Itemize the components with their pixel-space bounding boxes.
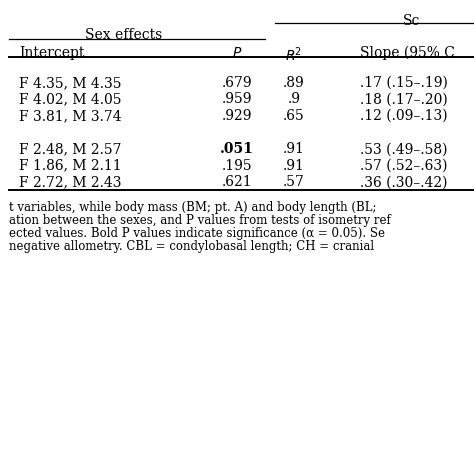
Text: F 4.35, M 4.35: F 4.35, M 4.35 — [19, 76, 121, 90]
Text: $\it{R}$$^2$: $\it{R}$$^2$ — [285, 46, 302, 64]
Text: F 1.86, M 2.11: F 1.86, M 2.11 — [19, 159, 122, 173]
Text: ected values. Bold P values indicate significance (α = 0.05). Se: ected values. Bold P values indicate sig… — [9, 227, 385, 240]
Text: negative allometry. CBL = condylobasal length; CH = cranial: negative allometry. CBL = condylobasal l… — [9, 240, 374, 253]
Text: .65: .65 — [283, 109, 305, 123]
Text: F 3.81, M 3.74: F 3.81, M 3.74 — [19, 109, 122, 123]
Text: .929: .929 — [222, 109, 252, 123]
Text: .53 (.49–.58): .53 (.49–.58) — [360, 142, 448, 156]
Text: .18 (.17–.20): .18 (.17–.20) — [360, 92, 448, 107]
Text: .36 (.30–.42): .36 (.30–.42) — [360, 175, 448, 190]
Text: F 2.48, M 2.57: F 2.48, M 2.57 — [19, 142, 121, 156]
Text: .17 (.15–.19): .17 (.15–.19) — [360, 76, 448, 90]
Text: t variables, while body mass (BM; pt. A) and body length (BL;: t variables, while body mass (BM; pt. A)… — [9, 201, 377, 214]
Text: Sex effects: Sex effects — [85, 28, 163, 43]
Text: Sc: Sc — [403, 14, 420, 28]
Text: .195: .195 — [222, 159, 252, 173]
Text: .9: .9 — [287, 92, 301, 107]
Text: .679: .679 — [222, 76, 252, 90]
Text: .051: .051 — [220, 142, 254, 156]
Text: $\it{P}$: $\it{P}$ — [232, 46, 242, 60]
Text: .89: .89 — [283, 76, 305, 90]
Text: ation between the sexes, and P values from tests of isometry ref: ation between the sexes, and P values fr… — [9, 214, 391, 227]
Text: .91: .91 — [283, 159, 305, 173]
Text: .57 (.52–.63): .57 (.52–.63) — [360, 159, 448, 173]
Text: Slope (95% C: Slope (95% C — [360, 46, 455, 60]
Text: .91: .91 — [283, 142, 305, 156]
Text: .959: .959 — [222, 92, 252, 107]
Text: F 4.02, M 4.05: F 4.02, M 4.05 — [19, 92, 121, 107]
Text: .621: .621 — [222, 175, 252, 190]
Text: Intercept: Intercept — [19, 46, 84, 60]
Text: .57: .57 — [283, 175, 305, 190]
Text: .12 (.09–.13): .12 (.09–.13) — [360, 109, 448, 123]
Text: F 2.72, M 2.43: F 2.72, M 2.43 — [19, 175, 121, 190]
